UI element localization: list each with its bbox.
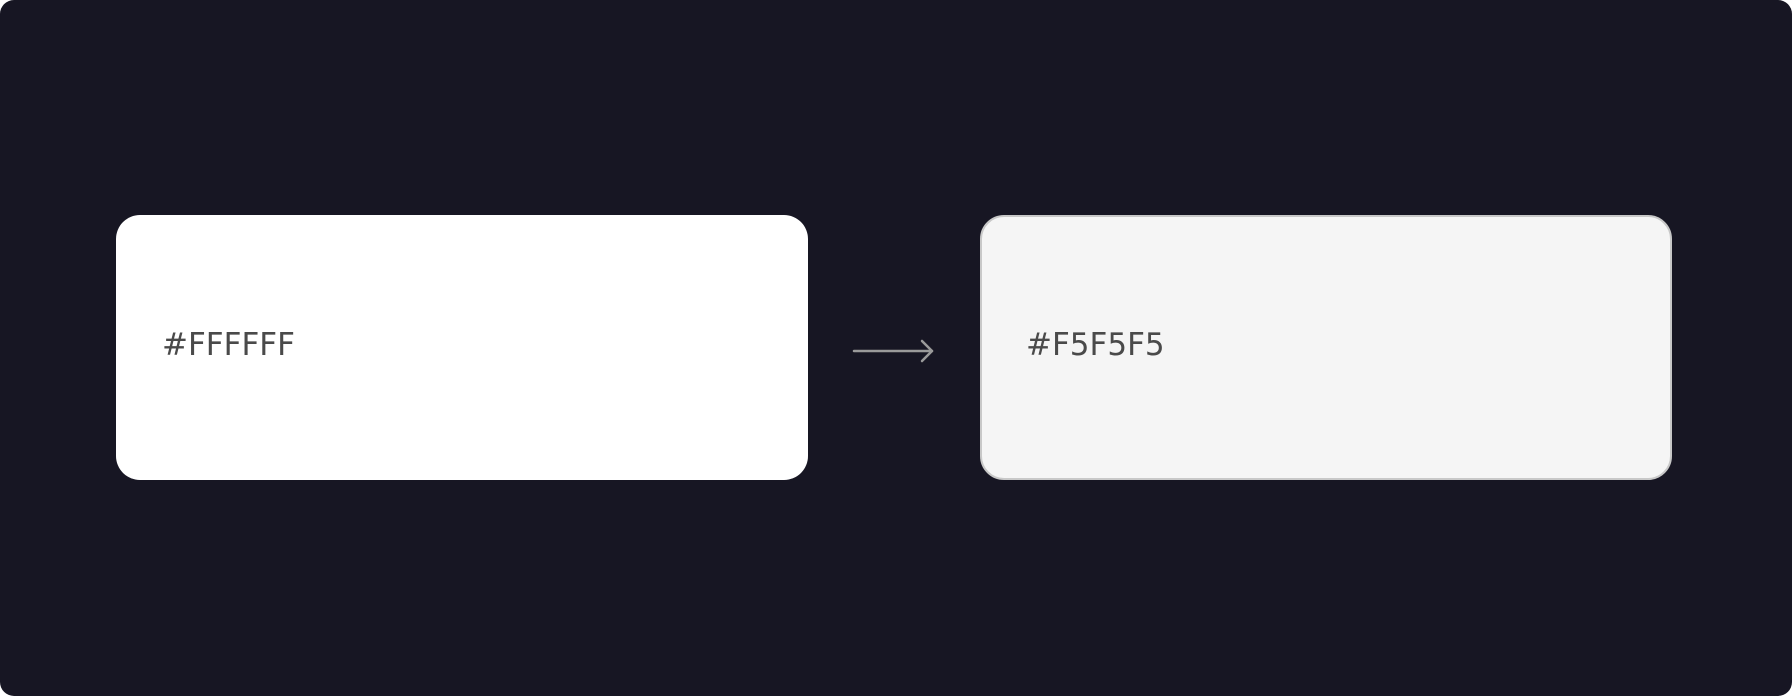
arrow-head xyxy=(920,339,934,363)
target-color-swatch: #F5F5F5 xyxy=(980,215,1672,480)
target-color-label: #F5F5F5 xyxy=(1026,327,1165,363)
source-color-label: #FFFFFF xyxy=(162,327,295,363)
arrow-right-icon xyxy=(852,339,934,363)
source-color-swatch: #FFFFFF xyxy=(116,215,808,480)
